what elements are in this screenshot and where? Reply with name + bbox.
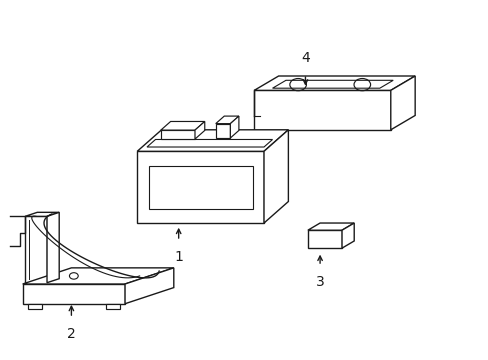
Text: 1: 1	[174, 250, 183, 264]
Polygon shape	[230, 116, 239, 138]
Polygon shape	[161, 130, 195, 139]
Polygon shape	[105, 304, 120, 309]
Polygon shape	[307, 230, 341, 248]
Polygon shape	[22, 268, 173, 284]
Polygon shape	[137, 151, 264, 223]
Polygon shape	[125, 268, 173, 304]
Polygon shape	[161, 121, 204, 130]
Polygon shape	[272, 80, 392, 88]
Text: 2: 2	[67, 327, 76, 341]
Text: 4: 4	[301, 51, 309, 65]
Polygon shape	[264, 130, 288, 223]
Polygon shape	[254, 90, 390, 130]
Polygon shape	[27, 304, 42, 309]
Polygon shape	[137, 130, 288, 151]
Polygon shape	[148, 166, 252, 209]
Polygon shape	[47, 212, 59, 283]
Polygon shape	[25, 216, 47, 283]
Polygon shape	[147, 139, 272, 147]
Polygon shape	[22, 284, 125, 304]
Polygon shape	[215, 116, 239, 123]
Polygon shape	[195, 121, 204, 139]
Polygon shape	[341, 223, 353, 248]
Polygon shape	[254, 76, 414, 90]
Polygon shape	[307, 223, 353, 230]
Text: 3: 3	[315, 275, 324, 289]
Polygon shape	[215, 123, 230, 138]
Polygon shape	[25, 212, 59, 216]
Polygon shape	[390, 76, 414, 130]
